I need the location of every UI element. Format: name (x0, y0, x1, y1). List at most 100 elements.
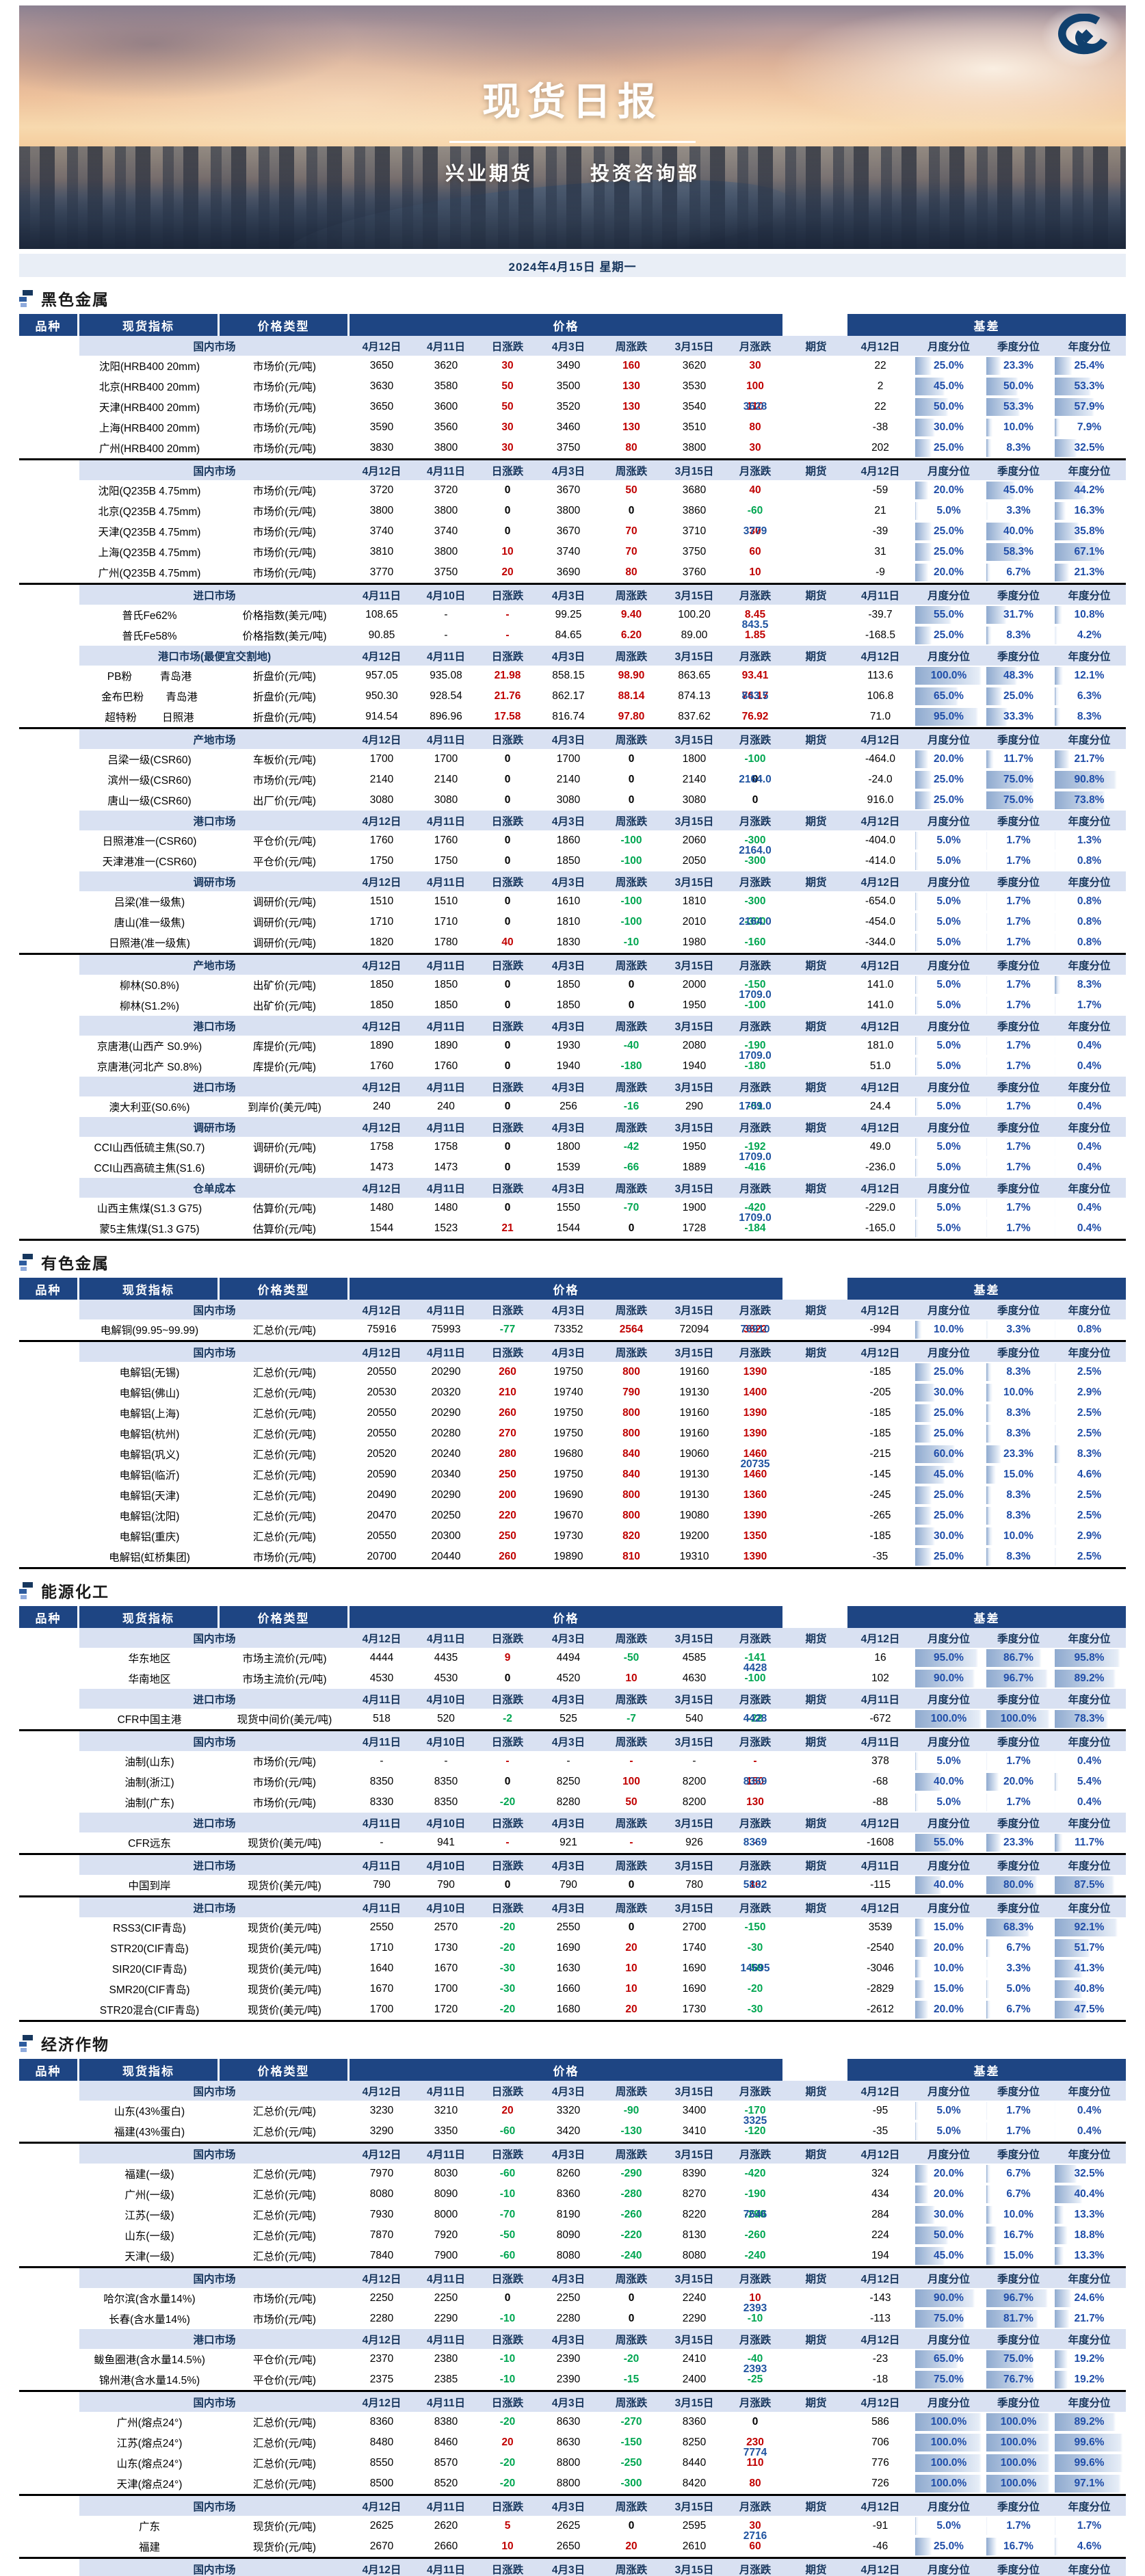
percentile-value: 5.0% (936, 2105, 961, 2116)
percentile-cell: 21.3% (1053, 562, 1126, 583)
basis-date-header: 4月12日 (847, 1016, 913, 1036)
data-row: 普氏Fe62% 价格指数(美元/吨) 108.65- -99.25 9.40 100.20… (19, 605, 1126, 625)
price-type-cell: 价格指数(美元/吨) (220, 625, 350, 646)
date-column-header: 4月3日 (537, 1731, 600, 1751)
percentile-cell: 51.7% (1053, 1938, 1126, 1958)
price-value-cell: 3080 (414, 790, 478, 811)
percentile-cell: 25.0% (913, 1362, 984, 1382)
price-value-cell: 4530 (350, 1668, 414, 1689)
change-value-cell: 130 (726, 1792, 785, 1813)
change-value-cell: 820 (600, 1526, 663, 1547)
market-label: 国内市场 (79, 1628, 350, 1648)
data-row: PB粉 青岛港 折盘价(元/吨) 957.05 935.08 21.98 858.15 98.… (19, 666, 1126, 686)
data-row: 普氏Fe58% 价格指数(美元/吨) 90.85- -84.65 6.20 89.00 1.… (19, 625, 1126, 646)
date-column-header: 日涨跌 (478, 460, 537, 480)
price-value-cell: 3690 (537, 562, 600, 583)
section-title-label: 有色金属 (41, 1254, 109, 1272)
variety-spacer (19, 666, 79, 686)
price-value-cell: 8080 (663, 2246, 726, 2266)
change-value-cell: 220 (478, 1506, 537, 1526)
percentile-cell: 40.8% (1053, 1979, 1126, 1999)
price-value-cell: 2140 (350, 770, 414, 790)
price-value-cell: 1800 (537, 1137, 600, 1157)
price-value-cell: 8420 (663, 2473, 726, 2494)
table-header-row: 品种 现货指标 价格类型 价格 基差 (19, 1606, 1126, 1628)
basis-value-cell: -39 (847, 521, 913, 542)
market-block: 国内市场 4月11日 4月10日 日涨跌 4月3日 周涨跌 3月15日 月涨跌 期货 4月11日月… (19, 1731, 1126, 1813)
date-column-header: 周涨跌 (600, 1628, 663, 1648)
price-value-cell: 1850 (537, 995, 600, 1016)
date-column-header: 4月11日 (414, 2559, 478, 2576)
percentile-value: 75.0% (1003, 2353, 1034, 2365)
market-subheader-row: 港口市场(最便宜交割地) 4月12日 4月11日 日涨跌 4月3日 周涨跌 3月15日 月涨跌… (19, 646, 1126, 666)
percentile-bar (915, 543, 982, 561)
basis-value-cell: 24.4 (847, 1096, 913, 1117)
indicator-name: 油制(山东) (124, 1757, 174, 1768)
report-date: 2024年4月15日 星期一 (508, 260, 637, 274)
percentile-value: 1.7% (1006, 1141, 1031, 1153)
percentile-cell: 95.0% (913, 707, 984, 727)
price-type-cell: 汇总价(元/吨) (220, 1423, 350, 1444)
indicator-cell: 华东地区 (79, 1648, 220, 1668)
change-value-cell: -100 (600, 912, 663, 932)
percentile-bar (986, 1220, 1050, 1237)
change-value-cell: 50 (478, 397, 537, 417)
basis-value-cell: -165.0 (847, 1218, 913, 1239)
change-value-cell: 0 (600, 1875, 663, 1895)
price-type-cell: 价格指数(美元/吨) (220, 605, 350, 625)
change-value-cell: 97.80 (600, 707, 663, 727)
change-value-cell: 10 (726, 1875, 785, 1895)
data-row: 唐山(准一级焦) 调研价(元/吨) 1710 1710 0 1810 -100 2010 -30… (19, 912, 1126, 932)
percentile-bar (1055, 502, 1123, 520)
percentile-value: 100.0% (1000, 1713, 1037, 1724)
futures-value: 8369 (743, 1837, 767, 1848)
price-value-cell: 19080 (663, 1506, 726, 1526)
indicator-name: 广州(熔点24°) (116, 2417, 183, 2429)
percentile-value: 6.7% (1006, 2168, 1031, 2179)
market-block: 调研市场 4月12日 4月11日 日涨跌 4月3日 周涨跌 3月15日 月涨跌 期货 4月12日月… (19, 1117, 1126, 1178)
price-value-cell: 1700 (350, 1999, 414, 2020)
futures-spacer (785, 2288, 847, 2309)
percentile-cell: 97.1% (1053, 2473, 1126, 2494)
variety-group: 焦煤产地市场4月12日4月11日日涨跌4月3日周涨跌3月15日月涨跌期货4月12… (19, 955, 1126, 1239)
change-value-cell: -20 (600, 2349, 663, 2369)
date-column-header: 4月3日 (537, 2081, 600, 2101)
price-value-cell: 100.20 (663, 605, 726, 625)
change-value-cell: 0 (478, 770, 537, 790)
percentile-header: 季度分位 (984, 2496, 1053, 2516)
indicator-cell: 广州(HRB400 20mm) (79, 438, 220, 458)
change-value-cell: -20 (478, 2412, 537, 2432)
date-column-header: 4月3日 (537, 1689, 600, 1709)
variety-spacer (19, 356, 79, 376)
price-value-cell: 20700 (350, 1547, 414, 1567)
price-value-cell: 1700 (414, 749, 478, 770)
price-value-cell: 20590 (350, 1464, 414, 1485)
change-value-cell: -150 (726, 1917, 785, 1938)
percentile-value: 2.9% (1077, 1386, 1102, 1398)
change-value-cell: 130 (600, 417, 663, 438)
percentile-header: 季度分位 (984, 2144, 1053, 2164)
percentile-cell: 5.0% (913, 851, 984, 871)
date-column-header: 月涨跌 (726, 2496, 785, 2516)
section-title: 黑色金属 (19, 288, 1126, 308)
date-column-header: 日涨跌 (478, 1342, 537, 1362)
percentile-value: 55.0% (934, 1837, 964, 1848)
change-value-cell: 110 (726, 2453, 785, 2473)
percentile-value: 8.3% (1006, 629, 1031, 641)
percentile-bar (915, 419, 982, 436)
indicator-name: 山东(熔点24°) (116, 2458, 183, 2470)
variety-spacer (19, 2473, 79, 2494)
change-value-cell: 30 (726, 521, 785, 542)
percentile-value: 30.0% (934, 2209, 964, 2220)
percentile-bar (1055, 1527, 1123, 1545)
change-value-cell: 130 (600, 397, 663, 417)
percentile-bar (986, 419, 1050, 436)
percentile-bar (986, 2350, 1050, 2368)
futures-spacer (785, 1382, 847, 1403)
indicator-name: 吕梁(准一级焦) (114, 897, 185, 908)
percentile-bar (986, 832, 1050, 850)
indicator-cell: 吕梁一级(CSR60) (79, 749, 220, 770)
percentile-value: 25.0% (934, 1551, 964, 1562)
variety-spacer (19, 995, 79, 1016)
basis-date-header: 4月12日 (847, 2496, 913, 2516)
